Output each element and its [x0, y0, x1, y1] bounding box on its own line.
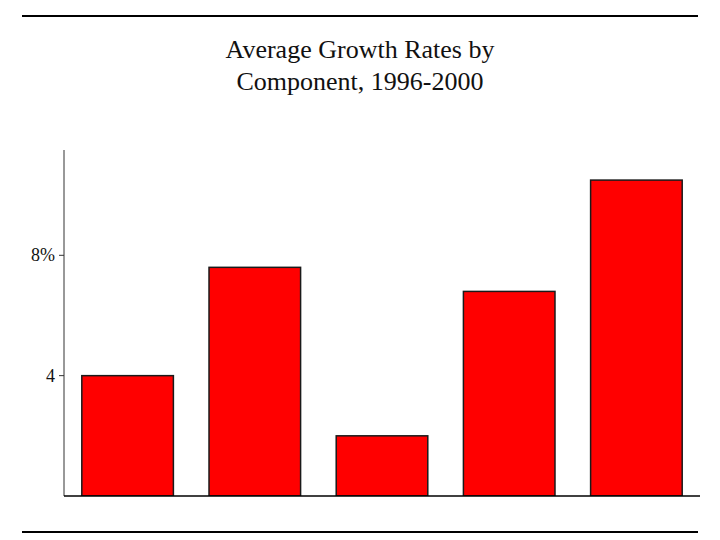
title-line: Component, 1996-2000 — [237, 67, 484, 96]
bars — [82, 180, 682, 496]
bar — [209, 267, 301, 496]
bottom-rule — [22, 531, 698, 533]
y-tick-label: 4 — [46, 366, 55, 386]
y-tick — [59, 375, 64, 376]
bar — [82, 376, 174, 496]
top-rule — [22, 15, 698, 17]
x-axis-line — [64, 495, 700, 497]
y-axis-line — [64, 150, 65, 496]
title: Average Growth Rates by Component, 1996-2… — [226, 35, 495, 96]
y-tick-label: 8% — [31, 245, 55, 265]
chart-svg: Average Growth Rates by Component, 1996-2… — [0, 0, 720, 540]
chart-container: Average Growth Rates by Component, 1996-2… — [0, 0, 720, 540]
title-line: Average Growth Rates by — [226, 35, 495, 64]
bar — [591, 180, 683, 496]
y-tick — [59, 255, 64, 256]
bar — [463, 291, 555, 496]
bar — [336, 436, 428, 496]
